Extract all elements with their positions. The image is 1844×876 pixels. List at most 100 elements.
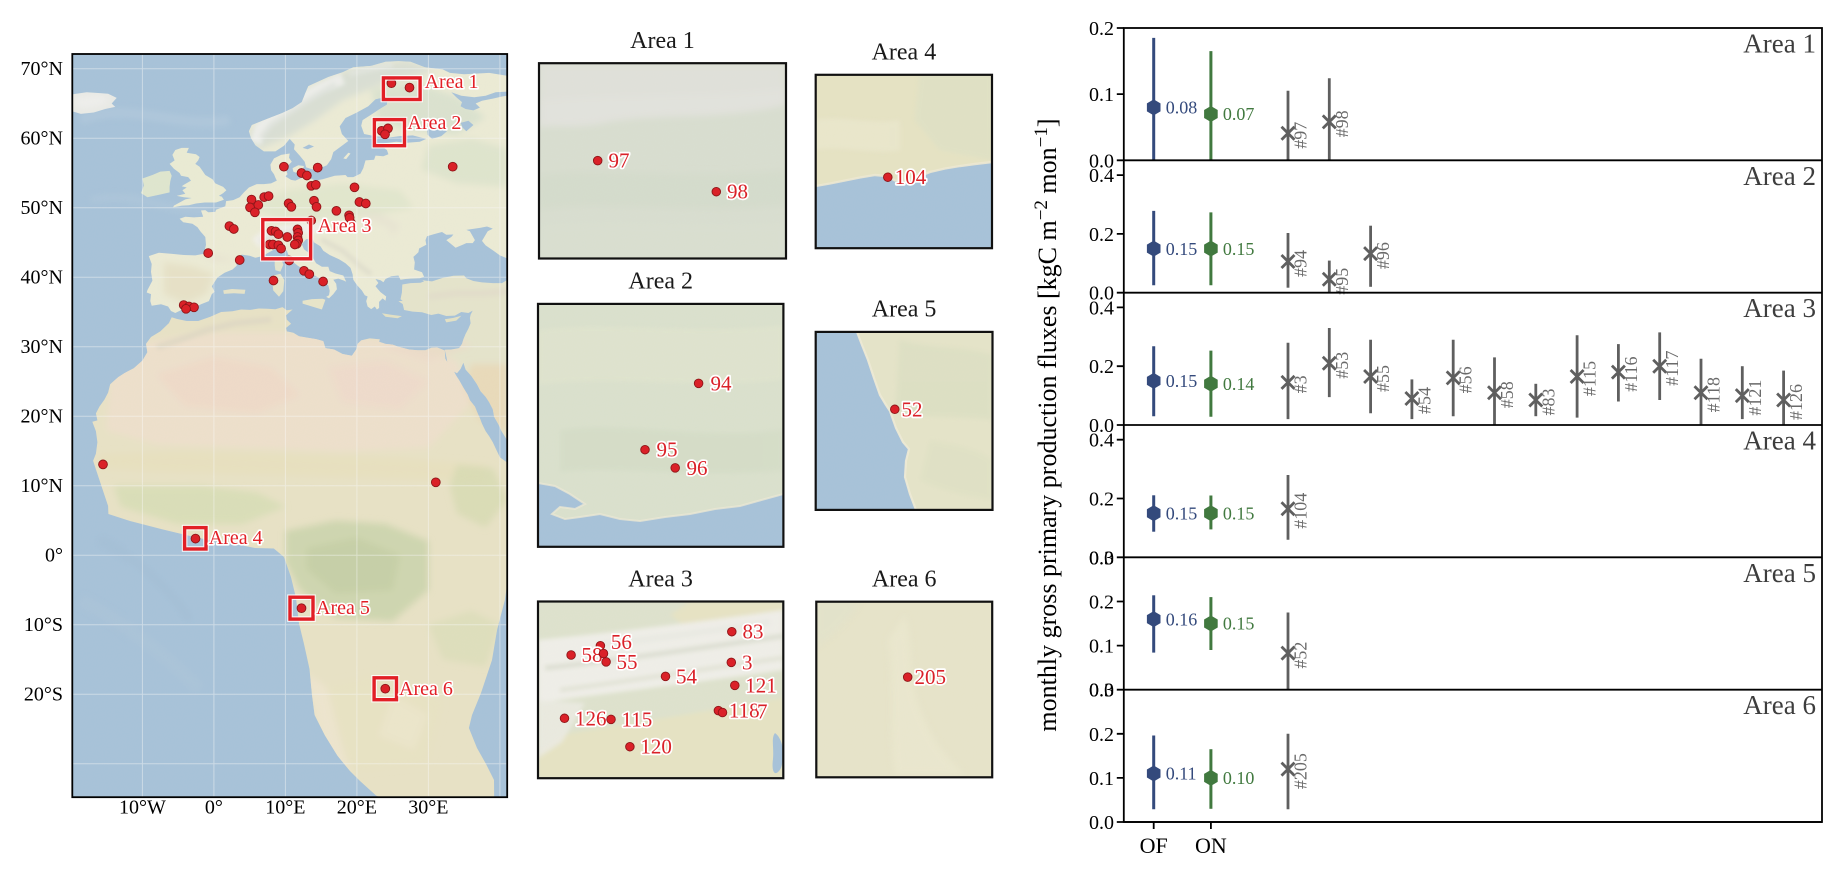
svg-text:#115: #115 <box>1580 361 1600 396</box>
svg-text:#104: #104 <box>1291 493 1311 529</box>
svg-text:monthly gross primary producti: monthly gross primary production fluxes … <box>1031 118 1062 731</box>
svg-text:98: 98 <box>727 180 748 204</box>
svg-text:0.15: 0.15 <box>1166 371 1198 391</box>
svg-text:Area 2: Area 2 <box>408 112 462 134</box>
svg-text:0.0: 0.0 <box>1089 150 1114 172</box>
svg-text:97: 97 <box>609 149 630 173</box>
svg-text:#121: #121 <box>1745 380 1765 416</box>
svg-text:#97: #97 <box>1291 122 1311 149</box>
svg-text:50°N: 50°N <box>21 197 63 219</box>
svg-text:0.14: 0.14 <box>1223 374 1255 394</box>
svg-text:Area 6: Area 6 <box>399 678 453 700</box>
svg-text:30°N: 30°N <box>21 336 63 358</box>
svg-text:0.1: 0.1 <box>1089 768 1114 790</box>
svg-text:0.2: 0.2 <box>1089 724 1114 746</box>
svg-text:0.4: 0.4 <box>1089 297 1114 319</box>
svg-text:Area 4: Area 4 <box>872 40 937 66</box>
svg-text:0.0: 0.0 <box>1089 812 1114 834</box>
svg-text:94: 94 <box>711 371 733 395</box>
svg-text:20°S: 20°S <box>24 684 63 706</box>
svg-text:Area 6: Area 6 <box>872 567 937 593</box>
svg-text:0.2: 0.2 <box>1089 489 1114 511</box>
svg-text:Area 3: Area 3 <box>628 566 693 592</box>
svg-text:55: 55 <box>617 650 638 674</box>
svg-text:7: 7 <box>757 699 768 723</box>
svg-text:#117: #117 <box>1662 351 1682 386</box>
svg-text:Area 3: Area 3 <box>318 215 372 237</box>
svg-text:104: 104 <box>895 165 927 189</box>
svg-text:0.15: 0.15 <box>1166 503 1198 523</box>
svg-text:Area 4: Area 4 <box>1743 426 1816 456</box>
svg-text:118: 118 <box>729 699 760 723</box>
svg-text:0°: 0° <box>45 545 63 567</box>
svg-text:0.0: 0.0 <box>1089 415 1114 437</box>
svg-text:54: 54 <box>676 664 698 688</box>
svg-text:#52: #52 <box>1291 642 1311 669</box>
svg-text:Area 5: Area 5 <box>316 597 370 619</box>
svg-text:0.15: 0.15 <box>1166 239 1198 259</box>
svg-text:0.16: 0.16 <box>1166 609 1198 629</box>
svg-text:0.08: 0.08 <box>1166 98 1198 118</box>
svg-text:56: 56 <box>611 630 632 654</box>
svg-text:OF: OF <box>1140 833 1168 858</box>
svg-text:0.15: 0.15 <box>1223 503 1255 523</box>
svg-text:Area 1: Area 1 <box>630 28 695 54</box>
svg-text:#98: #98 <box>1332 110 1352 137</box>
svg-text:115: 115 <box>622 707 653 731</box>
svg-text:Area 3: Area 3 <box>1743 293 1816 323</box>
svg-text:96: 96 <box>687 456 708 480</box>
svg-text:#58: #58 <box>1497 381 1517 408</box>
svg-text:20°N: 20°N <box>21 406 63 428</box>
svg-text:Area 2: Area 2 <box>628 269 693 295</box>
svg-text:95: 95 <box>657 438 678 462</box>
svg-text:0°: 0° <box>205 797 223 819</box>
svg-text:3: 3 <box>742 650 753 674</box>
svg-text:0.0: 0.0 <box>1089 680 1114 702</box>
svg-text:0.2: 0.2 <box>1089 356 1114 378</box>
svg-text:20°E: 20°E <box>337 797 377 819</box>
svg-text:0.3: 0.3 <box>1089 680 1114 702</box>
svg-text:10°N: 10°N <box>21 475 63 497</box>
svg-text:0.15: 0.15 <box>1223 614 1255 634</box>
svg-text:0.0: 0.0 <box>1089 547 1114 569</box>
svg-text:120: 120 <box>640 735 672 759</box>
svg-text:0.3: 0.3 <box>1089 547 1114 569</box>
svg-text:#54: #54 <box>1414 387 1434 414</box>
svg-text:0.1: 0.1 <box>1089 84 1114 106</box>
svg-text:#118: #118 <box>1704 377 1724 412</box>
svg-text:126: 126 <box>575 706 607 730</box>
svg-text:0.0: 0.0 <box>1089 283 1114 305</box>
svg-text:0.2: 0.2 <box>1089 224 1114 246</box>
svg-text:Area 6: Area 6 <box>1743 690 1816 720</box>
svg-text:#95: #95 <box>1332 268 1352 295</box>
svg-text:10°E: 10°E <box>265 797 305 819</box>
svg-text:#55: #55 <box>1373 365 1393 392</box>
svg-text:#56: #56 <box>1456 366 1476 393</box>
svg-text:0.4: 0.4 <box>1089 165 1114 187</box>
svg-text:0.11: 0.11 <box>1166 764 1197 784</box>
svg-text:Area 4: Area 4 <box>209 527 263 549</box>
svg-text:10°S: 10°S <box>24 614 63 636</box>
svg-text:#116: #116 <box>1621 356 1641 391</box>
svg-text:Area 2: Area 2 <box>1743 161 1816 191</box>
svg-text:#205: #205 <box>1291 753 1311 789</box>
svg-text:60°N: 60°N <box>21 128 63 150</box>
svg-text:0.15: 0.15 <box>1223 239 1255 259</box>
svg-text:0.1: 0.1 <box>1089 636 1114 658</box>
svg-text:83: 83 <box>743 620 764 644</box>
svg-text:#3: #3 <box>1291 375 1311 393</box>
svg-text:121: 121 <box>745 673 777 697</box>
svg-text:Area 5: Area 5 <box>872 297 937 323</box>
svg-text:205: 205 <box>915 665 947 689</box>
svg-text:#94: #94 <box>1291 250 1311 277</box>
svg-text:70°N: 70°N <box>21 58 63 80</box>
svg-text:Area 5: Area 5 <box>1743 558 1816 588</box>
svg-text:0.2: 0.2 <box>1089 18 1114 40</box>
svg-text:#126: #126 <box>1786 384 1806 420</box>
svg-text:0.4: 0.4 <box>1089 430 1114 452</box>
svg-text:0.10: 0.10 <box>1223 768 1255 788</box>
svg-text:Area 1: Area 1 <box>1743 29 1816 59</box>
svg-text:#83: #83 <box>1538 389 1558 416</box>
svg-text:40°N: 40°N <box>21 267 63 289</box>
svg-text:0.07: 0.07 <box>1223 104 1255 124</box>
